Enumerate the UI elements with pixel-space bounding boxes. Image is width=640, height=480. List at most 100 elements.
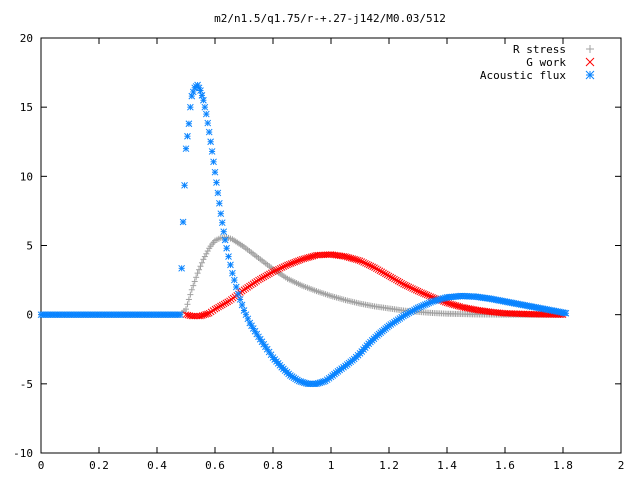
legend-label: G work <box>526 56 566 69</box>
data-point <box>220 300 228 308</box>
data-point <box>411 286 418 293</box>
data-point <box>185 296 192 303</box>
data-point <box>234 290 242 298</box>
y-tick-label: 20 <box>20 32 33 45</box>
x-tick-label: 1.6 <box>495 459 515 472</box>
plot-frame <box>40 37 622 454</box>
data-point <box>197 87 204 94</box>
x-tick-label: 0 <box>38 459 45 472</box>
data-point <box>293 258 300 265</box>
data-point <box>204 119 212 127</box>
data-point <box>407 284 415 292</box>
data-point <box>202 110 210 118</box>
data-point <box>211 168 219 176</box>
data-point <box>267 269 275 277</box>
axis-ticks: 0 0.2 0.4 0.6 0.8 1 1.2 1.4 1.6 1.8 2 -10 -5 0 5 10 15 20 <box>13 32 624 472</box>
x-tick-label: 1 <box>328 459 335 472</box>
data-point <box>287 260 295 267</box>
data-point <box>374 266 382 274</box>
data-point <box>227 261 234 269</box>
data-point <box>289 259 297 267</box>
data-point <box>184 311 192 319</box>
data-point <box>217 210 225 218</box>
data-point <box>203 250 210 257</box>
data-point <box>232 283 240 291</box>
data-point <box>185 120 193 128</box>
data-point <box>382 270 389 278</box>
data-point <box>403 282 411 290</box>
data-point <box>389 274 396 282</box>
data-point <box>178 264 186 272</box>
data-point <box>400 280 407 288</box>
data-point <box>401 281 409 289</box>
data-point <box>220 228 228 236</box>
data-point <box>383 271 391 279</box>
data-point <box>215 303 222 311</box>
y-tick-label: -5 <box>20 378 33 391</box>
data-point <box>182 145 190 153</box>
data-point <box>200 96 207 104</box>
x-tick-label: 0.2 <box>89 459 109 472</box>
x-tick-label: 1.8 <box>553 459 573 472</box>
x-tick-label: 1.2 <box>379 459 399 472</box>
data-point <box>218 219 226 227</box>
series-2 <box>37 81 570 388</box>
data-point <box>183 306 189 313</box>
data-point <box>358 258 366 265</box>
data-point <box>204 248 211 255</box>
data-point <box>181 181 188 189</box>
data-point <box>188 286 195 293</box>
data-point <box>296 256 304 264</box>
data-point <box>230 276 238 284</box>
series-0 <box>38 234 566 318</box>
data-point <box>222 299 230 307</box>
data-point <box>365 261 373 269</box>
data-point <box>391 275 398 283</box>
data-point <box>223 244 230 252</box>
data-point <box>273 266 280 274</box>
data-point <box>291 258 299 266</box>
data-point <box>210 158 217 166</box>
data-point <box>176 311 184 319</box>
plot-area <box>37 81 570 388</box>
data-point <box>229 269 236 277</box>
data-point <box>280 263 288 270</box>
data-point <box>367 262 375 270</box>
data-point <box>182 311 190 319</box>
data-point <box>258 274 266 282</box>
x-tick-label: 1.4 <box>437 459 457 472</box>
data-point <box>394 277 402 285</box>
data-point <box>420 290 427 297</box>
data-point <box>213 304 221 312</box>
data-point <box>208 148 216 155</box>
data-point <box>191 278 198 285</box>
legend-label: R stress <box>513 43 566 56</box>
data-point <box>201 103 209 111</box>
data-point <box>224 298 232 306</box>
x-tick-label: 0.8 <box>263 459 283 472</box>
data-point <box>260 273 268 281</box>
data-point <box>354 256 362 264</box>
data-point <box>217 302 224 310</box>
data-point <box>269 268 277 276</box>
data-point <box>423 291 431 299</box>
data-point <box>378 268 386 276</box>
data-point <box>205 128 213 136</box>
data-point <box>196 266 203 273</box>
data-point <box>405 283 413 291</box>
data-point <box>262 272 270 280</box>
x-tick-label: 2 <box>618 459 625 472</box>
data-point <box>236 296 244 303</box>
data-point <box>204 310 211 318</box>
data-point <box>371 264 378 271</box>
legend-label: Acoustic flux <box>480 69 566 82</box>
data-point <box>418 289 425 297</box>
data-point <box>179 218 187 226</box>
data-point <box>562 309 570 317</box>
data-point <box>200 256 207 263</box>
data-point <box>409 285 416 292</box>
data-point <box>215 199 223 207</box>
data-point <box>412 286 420 294</box>
